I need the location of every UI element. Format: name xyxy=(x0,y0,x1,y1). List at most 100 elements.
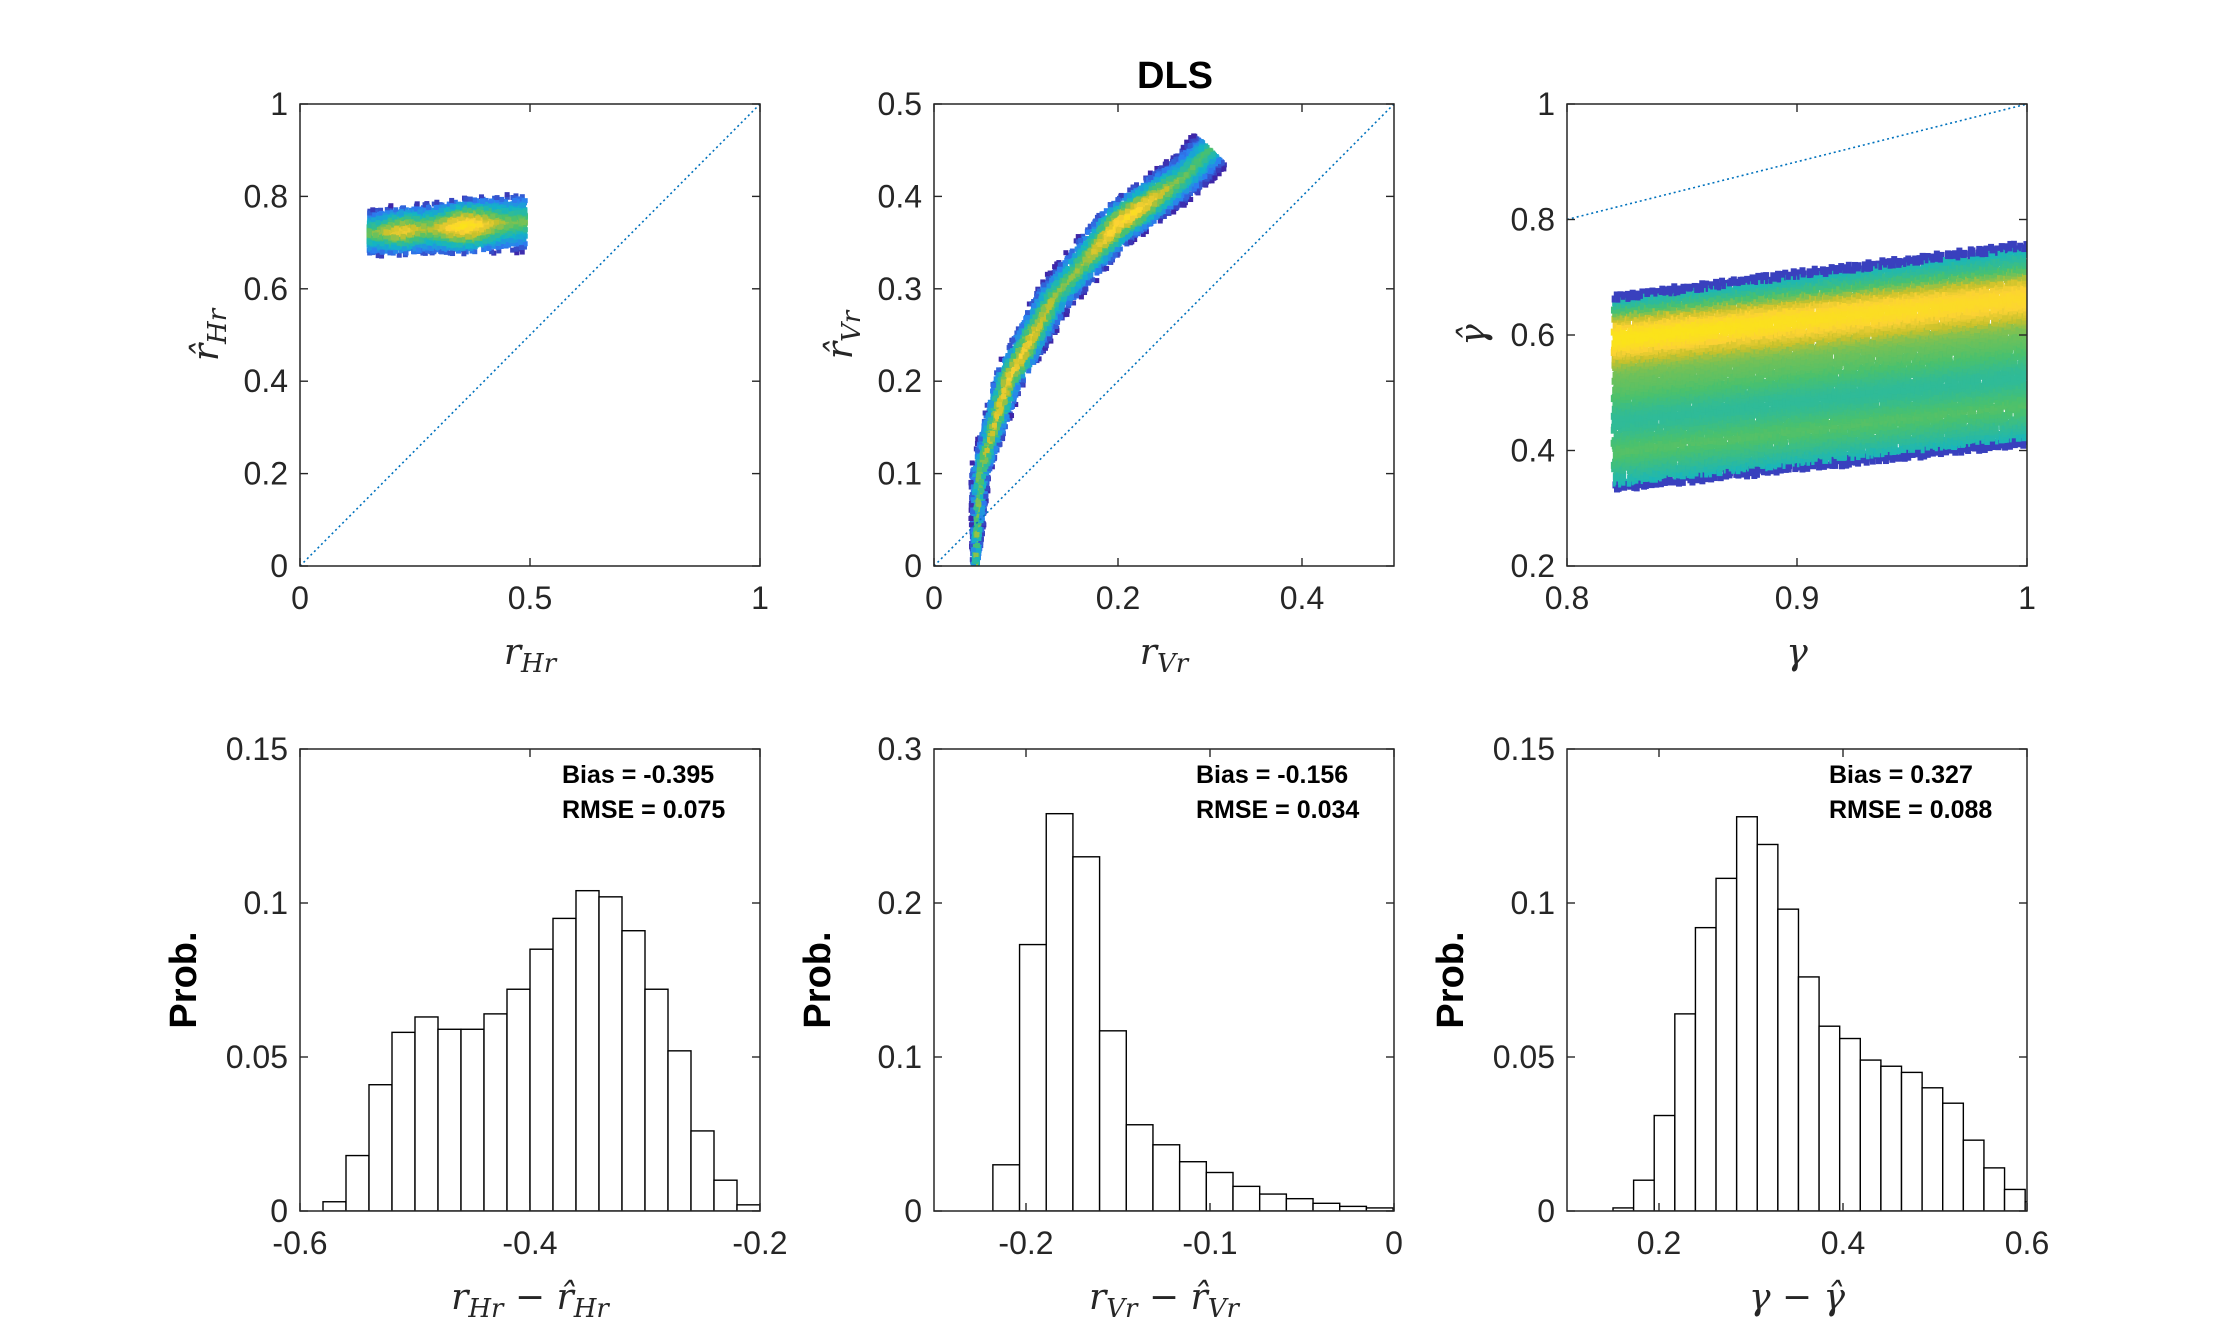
density-point xyxy=(420,250,426,256)
density-point xyxy=(399,230,405,236)
density-point xyxy=(415,213,421,219)
density-point xyxy=(503,201,509,207)
density-point xyxy=(375,227,381,233)
density-point xyxy=(410,213,416,219)
density-point xyxy=(495,241,501,247)
density-point xyxy=(488,198,494,204)
density-point xyxy=(425,245,431,251)
density-point xyxy=(379,253,385,259)
density-point xyxy=(445,242,451,248)
density-point xyxy=(467,246,473,252)
density-point xyxy=(369,228,375,234)
density-point xyxy=(516,227,522,233)
density-point xyxy=(505,237,511,243)
density-point xyxy=(445,214,451,220)
density-point xyxy=(510,194,516,200)
density-point xyxy=(504,192,510,198)
density-point xyxy=(429,246,435,252)
density-point xyxy=(455,205,461,211)
density-point xyxy=(425,215,431,221)
density-point xyxy=(428,249,434,255)
density-point xyxy=(387,214,393,220)
density-point xyxy=(399,227,405,233)
density-point xyxy=(401,208,407,214)
density-point xyxy=(463,196,469,202)
plot-area xyxy=(300,104,760,566)
density-point xyxy=(498,243,504,249)
density-point xyxy=(407,214,413,220)
density-point xyxy=(449,228,455,234)
density-point xyxy=(519,249,525,255)
density-point xyxy=(415,221,421,227)
density-point xyxy=(481,247,487,253)
density-point xyxy=(484,224,490,230)
density-point xyxy=(514,250,520,256)
density-point xyxy=(382,218,388,224)
density-point xyxy=(396,252,402,258)
density-point xyxy=(393,230,399,236)
density-point xyxy=(483,205,489,211)
density-point xyxy=(447,250,453,256)
density-points xyxy=(366,192,528,259)
density-point xyxy=(417,209,423,215)
density-point xyxy=(473,227,479,233)
density-point xyxy=(513,201,519,207)
density-point xyxy=(503,241,509,247)
density-point xyxy=(478,194,484,200)
density-point xyxy=(418,243,424,249)
density-point xyxy=(385,243,391,249)
density-point xyxy=(382,214,388,220)
density-point xyxy=(499,196,505,202)
density-point xyxy=(485,238,491,244)
density-point xyxy=(445,211,451,217)
density-point xyxy=(409,229,415,235)
density-point xyxy=(441,237,447,243)
density-point xyxy=(388,235,394,241)
density-point xyxy=(521,244,527,250)
density-point xyxy=(429,211,435,217)
density-point xyxy=(407,226,413,232)
density-point xyxy=(518,198,524,204)
density-point xyxy=(414,201,420,207)
density-point xyxy=(474,218,480,224)
density-point xyxy=(516,234,522,240)
density-point xyxy=(512,197,518,203)
density-point xyxy=(486,211,492,217)
density-point xyxy=(513,241,519,247)
density-point xyxy=(367,250,373,256)
density-point xyxy=(384,207,390,213)
density-point xyxy=(482,209,488,215)
density-point xyxy=(496,214,502,220)
density-point xyxy=(370,212,376,218)
density-point xyxy=(515,237,521,243)
density-point xyxy=(476,203,482,209)
density-point xyxy=(412,246,418,252)
density-point xyxy=(412,215,418,221)
density-point xyxy=(476,230,482,236)
density-point xyxy=(407,238,413,244)
density-point xyxy=(495,198,501,204)
density-point xyxy=(421,229,427,235)
density-point xyxy=(367,228,373,234)
density-point xyxy=(369,245,375,251)
density-point xyxy=(409,241,415,247)
density-point xyxy=(439,249,445,255)
density-point xyxy=(456,233,462,239)
density-point xyxy=(387,250,393,256)
density-point xyxy=(506,226,512,232)
density-point xyxy=(480,235,486,241)
density-point xyxy=(411,249,417,255)
density-point xyxy=(513,246,519,252)
density-point xyxy=(443,208,449,214)
density-point xyxy=(413,206,419,212)
density-point xyxy=(377,234,383,240)
density-point xyxy=(446,201,452,207)
density-point xyxy=(366,242,372,248)
density-point xyxy=(487,232,493,238)
density-point xyxy=(401,211,407,217)
density-point xyxy=(388,203,394,209)
density-point xyxy=(403,250,409,256)
density-point xyxy=(511,219,517,225)
density-point xyxy=(408,243,414,249)
density-point xyxy=(401,217,407,223)
